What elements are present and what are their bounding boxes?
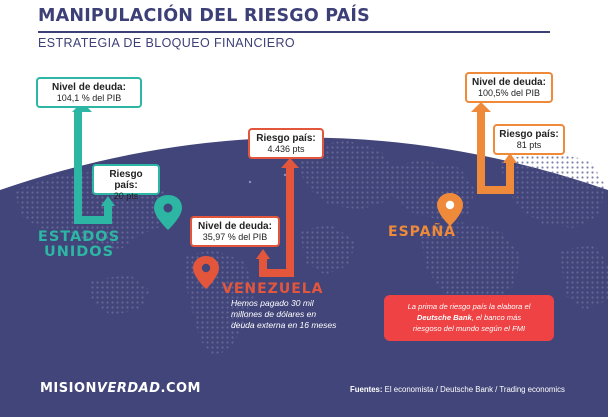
spain-risk-box: Riesgo país: 81 pts [493,124,565,155]
venezuela-debt-box: Nivel de deuda: 35,97 % del PIB [190,216,280,247]
usa-risk-box: Riesgo país: 20 pts [92,164,160,201]
usa-risk-value: 20 pts [113,191,139,201]
usa-arrows [72,102,115,224]
spain-risk-arrow-icon [503,153,517,163]
usa-name-line1: ESTADOS [37,229,121,245]
usa-name-line2: UNIDOS [43,244,115,260]
spain-debt-box: Nivel de deuda: 100,5% del PIB [465,72,553,103]
venezuela-debt-label: Nivel de deuda: [198,221,272,232]
venezuela-risk-value: 4.436 pts [267,144,305,154]
venezuela-country-label: VENEZUELA [222,281,324,297]
sources-text: El economista / Deutsche Bank / Trading … [382,385,565,394]
deutsche-bank-note: La prima de riesgo país la elabora el De… [384,295,554,341]
venezuela-quote-line3: deuda externa en 16 meses [231,320,337,330]
spain-debt-label: Nivel de deuda: [472,77,546,88]
brand-logo: MISIONVERDAD.COM [40,381,201,396]
venezuela-risk-label: Riesgo país: [256,133,316,144]
usa-debt-value: 104,1 % del PIB [56,93,122,103]
sources-label: Fuentes: [350,385,383,394]
sources-line: Fuentes: El economista / Deutsche Bank /… [350,385,565,394]
spain-pin-icon [437,193,463,226]
dotted-continents [15,140,608,358]
title-divider [38,31,550,33]
note-line3: riesgoso del mundo según el FMI [412,324,526,333]
usa-pin-icon [154,195,182,230]
venezuela-quote: Hemos pagado 30 mil millones de dólares … [231,298,336,331]
venezuela-arrows [256,158,299,277]
note-line1: La prima de riesgo país la elabora el [407,302,531,311]
usa-risk-arrow-icon [101,196,115,206]
brand-part3: .COM [160,381,201,396]
usa-debt-label: Nivel de deuda: [52,82,126,93]
brand-part2: VERDAD [96,381,161,396]
spain-debt-arrow-icon [471,102,491,112]
venezuela-quote-line2: millones de dólares en [231,309,317,319]
spain-country-label: ESPAÑA [388,224,457,240]
venezuela-quote-line1: Hemos pagado 30 mil [231,298,314,308]
page-subtitle: ESTRATEGIA DE BLOQUEO FINANCIERO [38,36,296,50]
note-bank-name: Deutsche Bank [416,313,472,322]
note-line2-rest: , el banco más [471,313,522,322]
usa-risk-label: Riesgo país: [109,169,143,191]
brand-part1: MISION [40,381,97,396]
venezuela-debt-value: 35,97 % del PIB [202,232,268,242]
spain-risk-value: 81 pts [516,140,542,150]
spain-debt-value: 100,5% del PIB [477,88,541,98]
venezuela-risk-box: Riesgo país: 4.436 pts [248,128,324,159]
venezuela-risk-arrow-icon [281,158,299,168]
usa-debt-box: Nivel de deuda: 104,1 % del PIB [36,77,142,108]
venezuela-pin-icon [193,256,219,289]
note-line2: Deutsche Bank, el banco más [394,312,544,323]
spain-arrows [471,102,517,194]
page-title: MANIPULACIÓN DEL RIESGO PAÍS [38,6,370,26]
venezuela-debt-arrow-icon [256,249,270,259]
spain-risk-label: Riesgo país: [499,129,559,140]
usa-country-label: ESTADOS UNIDOS [34,230,124,260]
